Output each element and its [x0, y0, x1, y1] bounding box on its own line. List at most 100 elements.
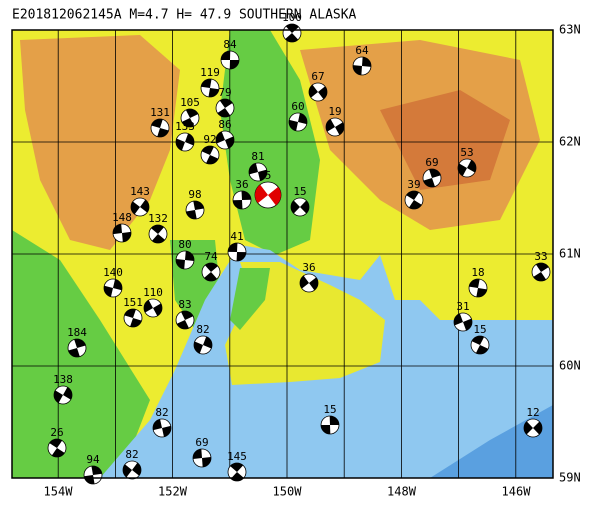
ball-quadrant: [230, 463, 244, 472]
beachball: [227, 242, 247, 262]
ball-quadrant: [535, 263, 549, 272]
beachball: [254, 181, 282, 209]
ball-quadrant: [258, 169, 267, 181]
ball-quadrant: [74, 339, 86, 348]
event-depth: 80: [178, 238, 191, 251]
ball-quadrant: [221, 51, 231, 60]
lat-label: 62N: [559, 135, 581, 149]
beachball: [422, 168, 442, 188]
title: E201812062145A M=4.7 H= 47.9 SOUTHERN AL…: [12, 8, 357, 23]
ball-quadrant: [236, 252, 246, 261]
event-depth: 132: [148, 212, 168, 225]
beachball: [200, 78, 220, 98]
ball-quadrant: [321, 425, 331, 434]
event-depth: 69: [195, 436, 208, 449]
ball-quadrant: [423, 178, 435, 188]
beachball: [175, 250, 195, 270]
beachball: [457, 158, 477, 178]
event-depth: 64: [355, 44, 369, 57]
beachball: [175, 310, 195, 330]
event-depth: 82: [125, 448, 138, 461]
ball-quadrant: [325, 119, 335, 132]
event-depth: 81: [251, 150, 264, 163]
ball-quadrant: [185, 133, 194, 146]
beachball: [122, 460, 142, 480]
beachball: [112, 223, 132, 243]
ball-quadrant: [476, 288, 487, 297]
ball-quadrant: [463, 318, 472, 331]
event-depth: 143: [130, 185, 150, 198]
ball-quadrant: [454, 313, 463, 326]
ball-quadrant: [353, 65, 362, 75]
beachball: [200, 145, 220, 165]
event-depth: 119: [200, 66, 220, 79]
ball-quadrant: [151, 224, 164, 234]
ball-quadrant: [285, 33, 299, 43]
ball-quadrant: [162, 425, 172, 437]
beachball: [130, 197, 150, 217]
ball-quadrant: [186, 210, 197, 220]
event-depth: 151: [123, 296, 143, 309]
beachball: [325, 117, 345, 137]
ball-quadrant: [84, 475, 95, 485]
ball-quadrant: [202, 457, 211, 467]
ball-quadrant: [298, 113, 307, 125]
event-depth: 15: [473, 323, 486, 336]
beachball: [288, 112, 308, 132]
lat-label: 63N: [559, 23, 581, 37]
ball-quadrant: [63, 387, 72, 400]
ball-quadrant: [225, 136, 235, 149]
event-depth: 41: [230, 230, 243, 243]
beachball: [201, 262, 221, 282]
event-depth: 74: [204, 250, 218, 263]
beachball: [468, 278, 488, 298]
event-depth: 133: [175, 120, 195, 133]
event-depth: 82: [155, 406, 168, 419]
ball-quadrant: [533, 421, 542, 435]
ball-quadrant: [152, 419, 162, 431]
beachball: [282, 23, 302, 43]
ball-quadrant: [176, 138, 185, 151]
beachball: [404, 190, 424, 210]
ball-quadrant: [309, 84, 318, 98]
beachball: [248, 162, 268, 182]
event-depth: 94: [86, 453, 100, 466]
beachball: [470, 335, 490, 355]
event-depth: 67: [311, 70, 324, 83]
ball-quadrant: [249, 163, 258, 175]
event-depth: 92: [203, 133, 216, 146]
event-depth: 19: [328, 105, 341, 118]
lon-label: 150W: [273, 485, 303, 499]
event-depth: 105: [180, 96, 200, 109]
beachball: [215, 98, 235, 118]
ball-quadrant: [471, 335, 485, 345]
lat-label: 61N: [559, 247, 581, 261]
event-depth: 79: [218, 86, 231, 99]
ball-quadrant: [123, 464, 132, 478]
ball-quadrant: [68, 348, 80, 358]
ball-quadrant: [204, 272, 218, 281]
beachball: [53, 385, 73, 405]
beachball: [192, 448, 212, 468]
ball-quadrant: [300, 200, 309, 214]
beachball: [103, 278, 123, 298]
ball-quadrant: [130, 318, 142, 327]
beachball: [152, 418, 172, 438]
ball-quadrant: [193, 449, 202, 459]
ball-quadrant: [216, 131, 225, 144]
ball-quadrant: [54, 390, 63, 403]
graticule: [12, 30, 553, 478]
ball-quadrant: [429, 169, 441, 178]
ball-quadrant: [206, 155, 219, 164]
ball-quadrant: [181, 118, 195, 127]
beachball: [453, 312, 473, 332]
event-depth: 15: [323, 403, 336, 416]
ball-quadrant: [469, 279, 480, 288]
lat-label: 59N: [559, 471, 581, 485]
beachball: [215, 130, 235, 150]
ball-quadrant: [329, 416, 339, 425]
ball-quadrant: [289, 119, 298, 131]
lon-label: 146W: [502, 485, 532, 499]
